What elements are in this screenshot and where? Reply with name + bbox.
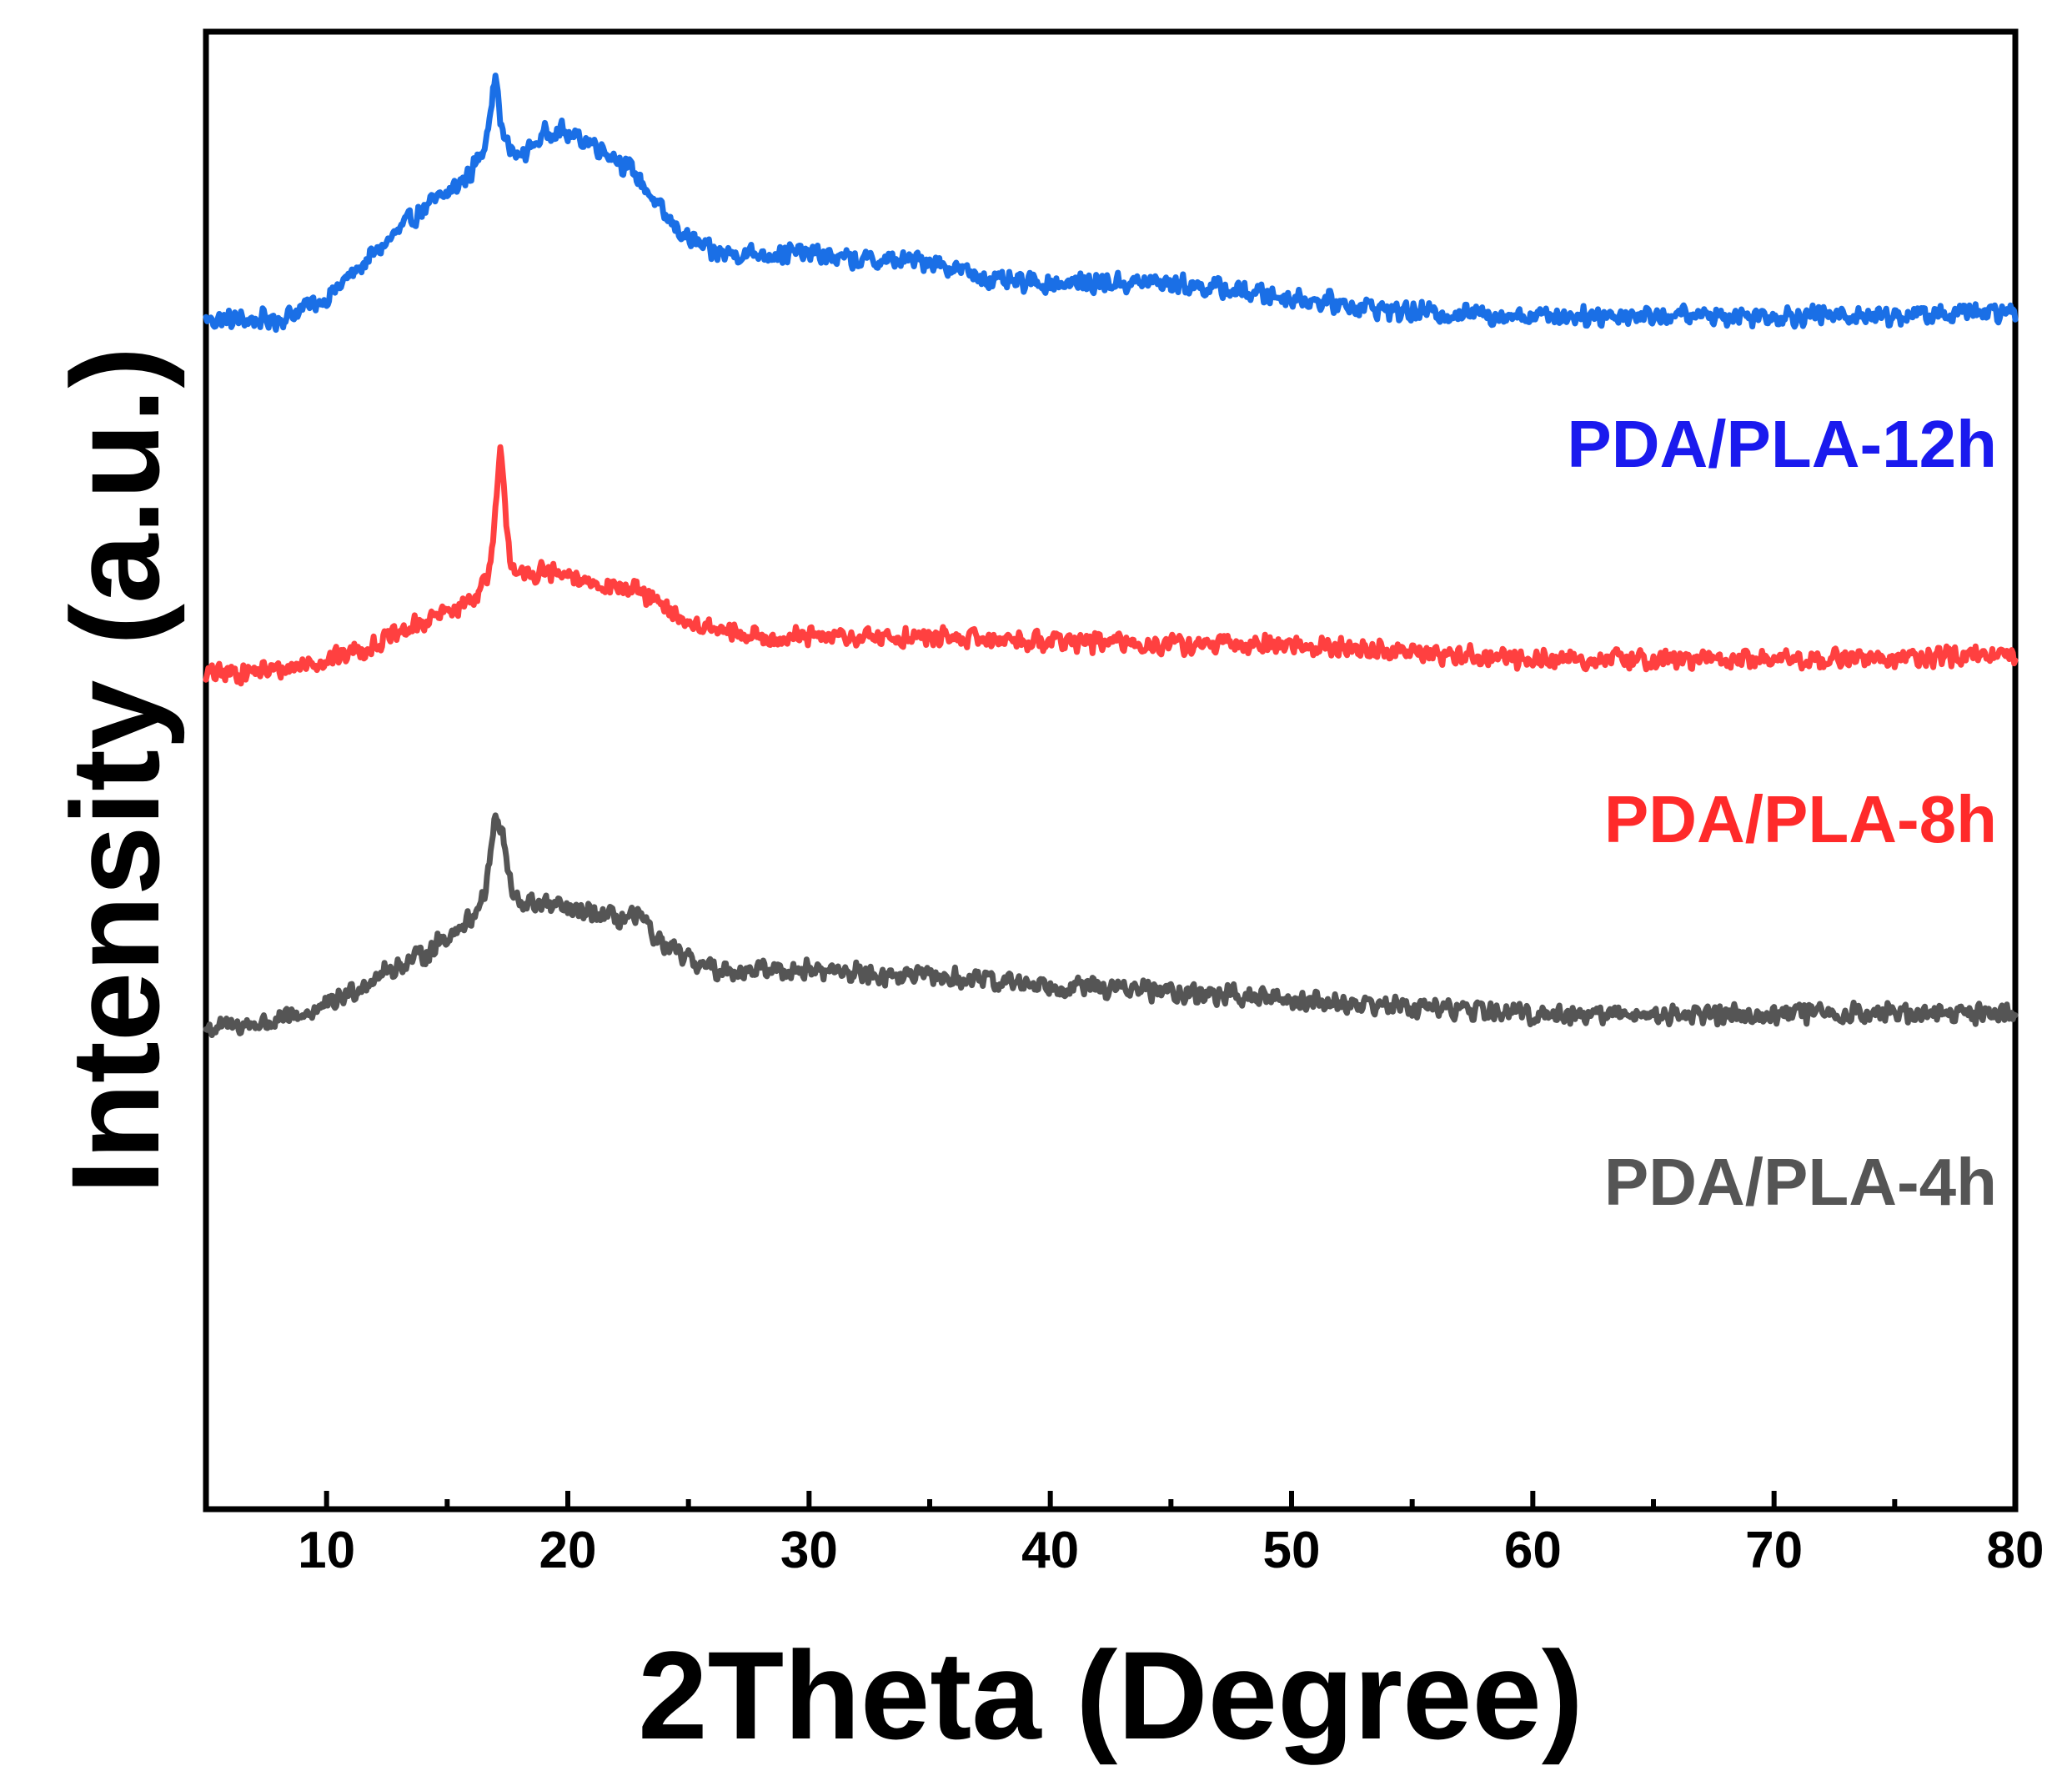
x-tick-label: 20 [539, 1522, 597, 1579]
x-tick-label: 60 [1504, 1522, 1562, 1579]
x-tick-label: 50 [1263, 1522, 1321, 1579]
x-tick-label: 80 [1987, 1522, 2044, 1579]
plot-frame [203, 28, 2019, 1513]
x-axis-tick-labels: 10 20 30 40 50 60 70 80 [298, 1522, 2044, 1579]
series-line-pda-pla-8h [203, 444, 2019, 687]
series-line-pda-pla-12h [203, 73, 2019, 334]
x-tick-label: 30 [780, 1522, 838, 1579]
x-axis-title: 2Theta (Degree) [638, 1625, 1583, 1765]
series-labels: PDA/PLA-12h PDA/PLA-8h PDA/PLA-4h [1567, 407, 1997, 1219]
series-label: PDA/PLA-12h [1567, 407, 1997, 481]
x-tick-label: 40 [1021, 1522, 1079, 1579]
series-line-pda-pla-4h [203, 812, 2019, 1038]
series-lines [203, 73, 2019, 1038]
y-axis-title: Intensity (a.u.) [45, 347, 185, 1195]
series-label: PDA/PLA-8h [1604, 782, 1997, 856]
x-tick-label: 70 [1745, 1522, 1803, 1579]
series-label: PDA/PLA-4h [1604, 1145, 1997, 1219]
x-axis-ticks [324, 1491, 2018, 1509]
x-tick-label: 10 [298, 1522, 355, 1579]
